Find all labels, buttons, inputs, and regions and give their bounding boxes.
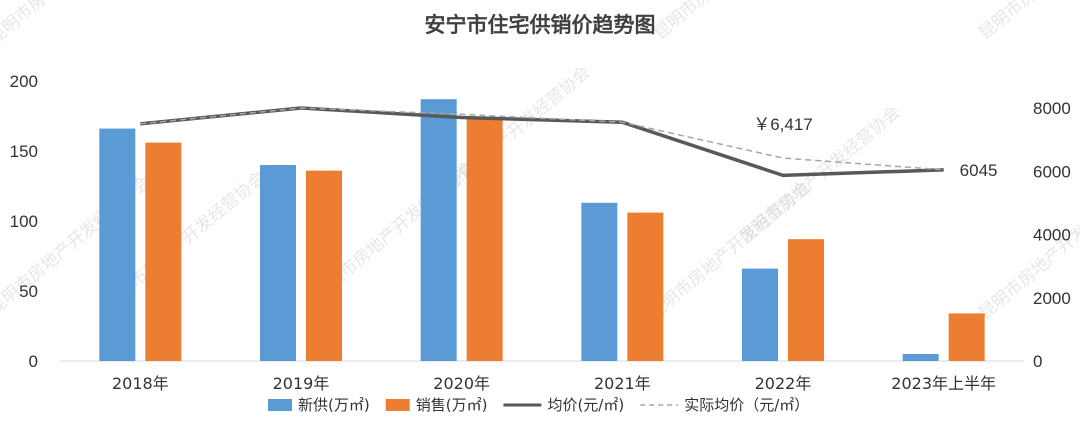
bar-new-supply xyxy=(902,354,939,361)
legend-label: 新供(万㎡) xyxy=(298,396,370,414)
annotations-layer: ￥6,417 6045 xyxy=(753,115,997,180)
left-tick-label: 100 xyxy=(10,212,38,231)
category-label: 2021年 xyxy=(594,374,651,393)
left-tick-label: 50 xyxy=(19,282,38,301)
legend-label: 均价(元/㎡) xyxy=(547,396,624,414)
category-label: 2019年 xyxy=(273,374,330,393)
legend-item: 新供(万㎡) xyxy=(268,396,370,414)
bar-new-supply xyxy=(260,165,296,361)
bar-sales xyxy=(627,212,664,361)
legend-label: 销售(万㎡) xyxy=(416,396,488,414)
category-labels: 2018年 2019年 2020年 2021年 2022年 2023年上半年 xyxy=(112,374,996,393)
bar-new-supply xyxy=(581,202,618,361)
left-tick-label: 0 xyxy=(29,352,38,371)
legend-item: 实际均价（元/㎡） xyxy=(640,396,809,414)
bars-layer xyxy=(99,99,985,362)
right-tick-label: 4000 xyxy=(1033,226,1071,245)
bar-sales xyxy=(788,239,824,361)
bar-sales xyxy=(466,117,503,362)
right-axis: 0 2000 4000 6000 8000 xyxy=(1033,99,1071,371)
right-tick-label: 2000 xyxy=(1033,289,1071,308)
left-axis: 0 50 100 150 200 xyxy=(10,72,38,371)
category-label: 2020年 xyxy=(433,374,490,393)
bar-new-supply xyxy=(420,99,457,361)
bar-new-supply xyxy=(742,268,778,361)
right-tick-label: 6000 xyxy=(1033,162,1071,181)
legend-label: 实际均价（元/㎡） xyxy=(684,396,809,414)
left-tick-label: 200 xyxy=(10,72,38,91)
legend: 新供(万㎡) 销售(万㎡) 均价(元/㎡) 实际均价（元/㎡） xyxy=(268,396,809,414)
bar-new-supply xyxy=(99,128,136,361)
bar-sales xyxy=(948,313,985,361)
lines-layer xyxy=(140,106,944,178)
category-label: 2023年上半年 xyxy=(891,374,996,393)
legend-swatch xyxy=(268,399,292,411)
legend-swatch xyxy=(385,399,410,411)
watermark-text: 昆明市房地产开发经营协会 xyxy=(650,0,819,44)
watermark-text: 昆明市房地产开发经营协会 xyxy=(0,0,154,49)
data-label: 6045 xyxy=(960,161,998,180)
bar-sales xyxy=(306,170,342,361)
right-tick-label: 0 xyxy=(1033,352,1042,371)
line-actual-avg-price xyxy=(140,107,944,171)
left-tick-label: 150 xyxy=(10,142,38,161)
watermark-text: 昆明市房地产开发经营协会 xyxy=(975,0,1080,44)
data-label: ￥6,417 xyxy=(753,115,813,134)
right-tick-label: 8000 xyxy=(1033,99,1071,118)
chart-title: 安宁市住宅供销价趋势图 xyxy=(425,13,656,37)
legend-item: 均价(元/㎡) xyxy=(503,396,624,414)
category-label: 2022年 xyxy=(755,374,812,393)
category-label: 2018年 xyxy=(112,374,169,393)
bar-sales xyxy=(145,142,182,361)
legend-item: 销售(万㎡) xyxy=(385,396,488,414)
